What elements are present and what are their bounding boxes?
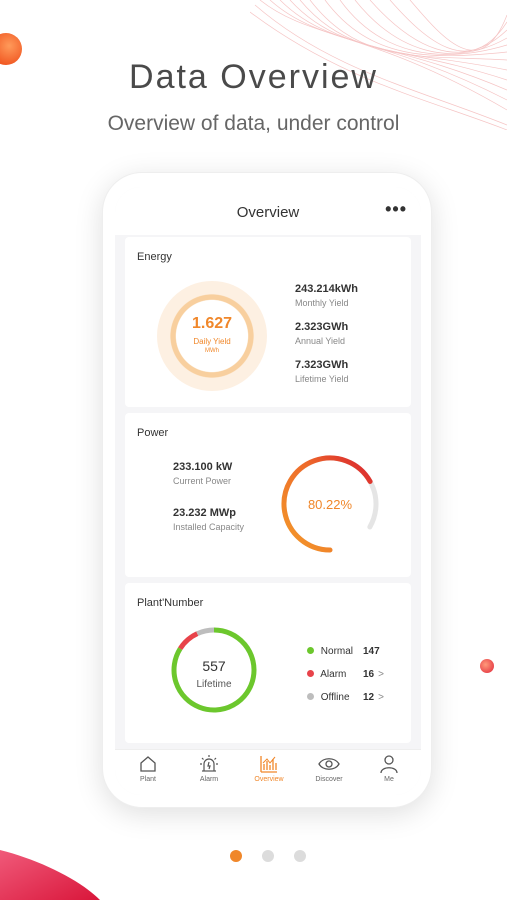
normal-count: 147 bbox=[363, 646, 380, 657]
page-dot-2[interactable] bbox=[262, 850, 274, 862]
tab-overview[interactable]: Overview bbox=[239, 750, 299, 795]
tab-bar: Plant Alarm Overview bbox=[115, 749, 421, 795]
chart-icon bbox=[260, 756, 277, 773]
tab-plant-label: Plant bbox=[140, 776, 156, 783]
lifetime-yield-label: Lifetime Yield bbox=[295, 374, 349, 384]
power-gauge: 80.22% bbox=[281, 455, 379, 553]
energy-title: Energy bbox=[137, 251, 172, 263]
tab-alarm[interactable]: Alarm bbox=[179, 750, 239, 795]
page-dot-1[interactable] bbox=[230, 850, 242, 862]
chevron-right-icon[interactable]: > bbox=[378, 669, 384, 680]
tab-plant[interactable]: Plant bbox=[118, 750, 178, 795]
annual-yield-value: 2.323GWh bbox=[295, 321, 349, 333]
tab-me-label: Me bbox=[384, 776, 394, 783]
subline: Overview of data, under control bbox=[107, 112, 400, 135]
plant-ring-segment-alarm bbox=[178, 631, 199, 651]
monthly-yield-label: Monthly Yield bbox=[295, 298, 349, 308]
more-options-icon[interactable]: ••• bbox=[385, 199, 407, 219]
plant-number-card[interactable]: Plant'Number 557 Lifetime Normal 147 Ala… bbox=[125, 583, 411, 743]
normal-label: Normal bbox=[320, 646, 354, 657]
alarm-icon bbox=[200, 755, 218, 772]
headline: Data Overview bbox=[129, 58, 378, 96]
alarm-count-value: 16 bbox=[363, 669, 375, 680]
plant-total-value: 557 bbox=[202, 658, 226, 674]
tab-overview-label: Overview bbox=[254, 776, 284, 783]
power-gauge-text: 80.22% bbox=[308, 497, 353, 512]
annual-yield-label: Annual Yield bbox=[295, 336, 346, 346]
power-gauge-fill bbox=[281, 455, 373, 553]
chevron-right-icon[interactable]: > bbox=[378, 692, 384, 703]
annual-yield: 2.323GWh Annual Yield bbox=[295, 321, 348, 346]
tab-me[interactable]: Me bbox=[359, 750, 419, 795]
alarm-label: Alarm bbox=[320, 669, 347, 680]
daily-yield-label: Daily Yield bbox=[193, 337, 231, 346]
offline-count: 12 > bbox=[363, 692, 384, 703]
plant-ring-segment-normal bbox=[171, 627, 257, 713]
daily-yield-unit: MWh bbox=[205, 348, 219, 354]
plant-status-ring: 557 Lifetime bbox=[171, 627, 257, 713]
decorative-red-dot bbox=[480, 659, 494, 673]
offline-label: Offline bbox=[320, 692, 350, 703]
decorative-wave-lines bbox=[250, 0, 507, 130]
offline-count-value: 12 bbox=[363, 692, 375, 703]
phone-mockup: Overview ••• Energy 1.627 Daily Yield MW… bbox=[102, 172, 432, 808]
alarm-count: 16 > bbox=[363, 669, 384, 680]
plant-total-label: Lifetime bbox=[196, 679, 231, 690]
plant-ring-segment-offline bbox=[196, 627, 215, 636]
offline-dot bbox=[307, 693, 314, 700]
home-icon bbox=[140, 756, 156, 772]
monthly-yield: 243.214kWh Monthly Yield bbox=[295, 283, 358, 308]
monthly-yield-value: 243.214kWh bbox=[295, 283, 358, 295]
normal-dot bbox=[307, 647, 314, 654]
tab-discover[interactable]: Discover bbox=[299, 750, 359, 795]
page-indicator bbox=[0, 850, 507, 862]
lifetime-yield-value: 7.323GWh bbox=[295, 359, 349, 371]
power-card[interactable]: Power 233.100 kW Current Power 23.232 MW… bbox=[125, 413, 411, 577]
app-screen: Overview ••• Energy 1.627 Daily Yield MW… bbox=[115, 187, 421, 795]
alarm-dot bbox=[307, 670, 314, 677]
tab-discover-label: Discover bbox=[315, 776, 343, 783]
lifetime-yield: 7.323GWh Lifetime Yield bbox=[295, 359, 349, 384]
eye-icon bbox=[318, 758, 340, 770]
legend-offline[interactable]: Offline 12 > bbox=[307, 692, 384, 703]
legend-normal: Normal 147 bbox=[307, 646, 380, 657]
tab-alarm-label: Alarm bbox=[199, 776, 219, 783]
page-dot-3[interactable] bbox=[294, 850, 306, 862]
nav-bar: Overview ••• bbox=[115, 187, 421, 235]
normal-count-value: 147 bbox=[363, 646, 380, 657]
decorative-bottom-swoosh bbox=[0, 850, 100, 900]
daily-yield-value: 1.627 bbox=[191, 315, 233, 332]
installed-capacity: 23.232 MWp Installed Capacity bbox=[173, 507, 244, 532]
current-power: 233.100 kW Current Power bbox=[173, 461, 232, 486]
nav-title: Overview bbox=[236, 204, 300, 221]
energy-card[interactable]: Energy 1.627 Daily Yield MWh 243.214kWh … bbox=[125, 237, 411, 407]
plant-number-title: Plant'Number bbox=[137, 597, 204, 609]
installed-capacity-label: Installed Capacity bbox=[173, 522, 245, 532]
current-power-value: 233.100 kW bbox=[173, 461, 233, 473]
daily-yield-ring: 1.627 Daily Yield MWh bbox=[157, 281, 267, 391]
current-power-label: Current Power bbox=[173, 476, 232, 486]
user-icon bbox=[380, 755, 398, 774]
installed-capacity-value: 23.232 MWp bbox=[173, 507, 236, 519]
legend-alarm[interactable]: Alarm 16 > bbox=[307, 669, 384, 680]
decorative-orange-dot bbox=[0, 33, 22, 65]
power-title: Power bbox=[137, 427, 169, 439]
